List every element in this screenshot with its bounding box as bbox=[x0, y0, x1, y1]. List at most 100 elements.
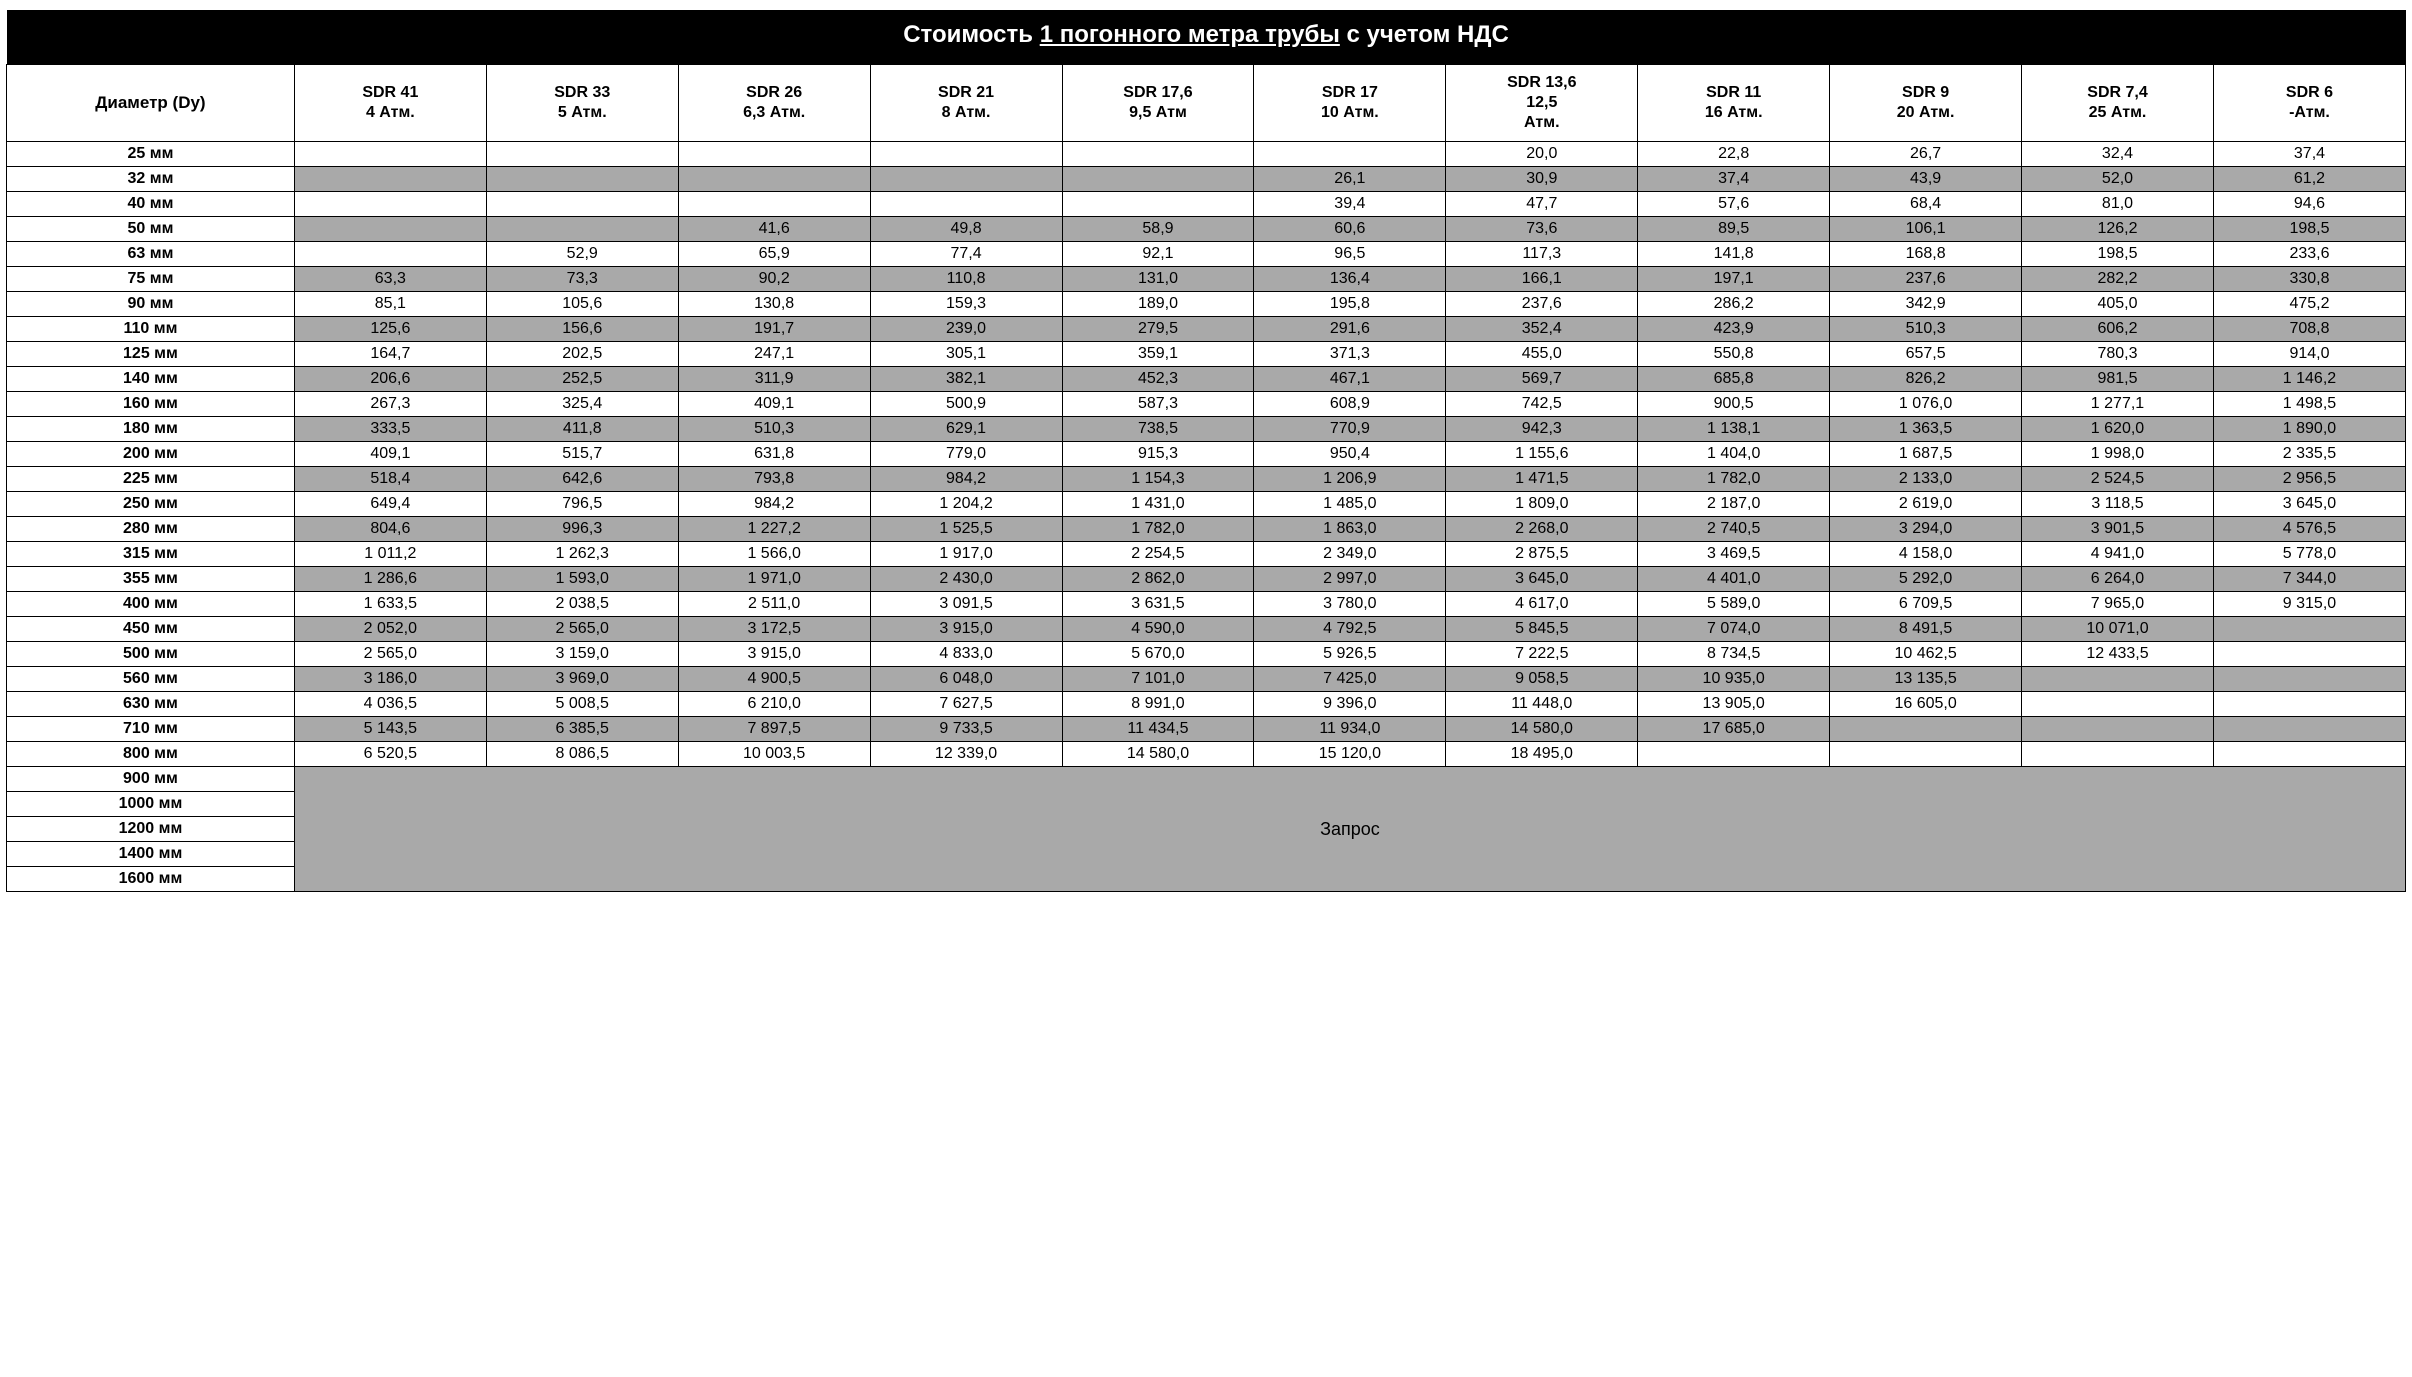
price-cell: 131,0 bbox=[1062, 267, 1254, 292]
row-diameter: 40 мм bbox=[7, 192, 295, 217]
price-cell: 267,3 bbox=[294, 392, 486, 417]
price-cell: 467,1 bbox=[1254, 367, 1446, 392]
price-cell: 11 934,0 bbox=[1254, 717, 1446, 742]
row-diameter: 50 мм bbox=[7, 217, 295, 242]
price-cell: 2 565,0 bbox=[486, 617, 678, 642]
price-cell: 311,9 bbox=[678, 367, 870, 392]
price-cell: 4 576,5 bbox=[2213, 517, 2405, 542]
price-cell: 10 935,0 bbox=[1638, 667, 1830, 692]
row-diameter: 1000 мм bbox=[7, 792, 295, 817]
table-body: 25 мм20,022,826,732,437,432 мм26,130,937… bbox=[7, 142, 2406, 892]
price-cell: 52,9 bbox=[486, 242, 678, 267]
table-row: 90 мм85,1105,6130,8159,3189,0195,8237,62… bbox=[7, 292, 2406, 317]
price-cell: 1 286,6 bbox=[294, 567, 486, 592]
price-cell: 41,6 bbox=[678, 217, 870, 242]
row-diameter: 63 мм bbox=[7, 242, 295, 267]
price-cell: 325,4 bbox=[486, 392, 678, 417]
price-cell: 1 620,0 bbox=[2022, 417, 2214, 442]
row-diameter: 225 мм bbox=[7, 467, 295, 492]
price-cell: 649,4 bbox=[294, 492, 486, 517]
price-cell bbox=[2022, 692, 2214, 717]
price-cell: 1 525,5 bbox=[870, 517, 1062, 542]
price-cell: 409,1 bbox=[678, 392, 870, 417]
price-cell: 2 511,0 bbox=[678, 592, 870, 617]
price-cell: 2 875,5 bbox=[1446, 542, 1638, 567]
title-underline: 1 погонного метра трубы bbox=[1040, 21, 1340, 48]
table-row: 180 мм333,5411,8510,3629,1738,5770,9942,… bbox=[7, 417, 2406, 442]
row-diameter: 1600 мм bbox=[7, 867, 295, 892]
header-col: SDR 414 Атм. bbox=[294, 65, 486, 142]
header-col: SDR 218 Атм. bbox=[870, 65, 1062, 142]
price-cell: 5 845,5 bbox=[1446, 617, 1638, 642]
price-cell: 16 605,0 bbox=[1830, 692, 2022, 717]
table-row: 280 мм804,6996,31 227,21 525,51 782,01 8… bbox=[7, 517, 2406, 542]
price-cell: 4 617,0 bbox=[1446, 592, 1638, 617]
price-cell: 3 118,5 bbox=[2022, 492, 2214, 517]
price-cell: 3 969,0 bbox=[486, 667, 678, 692]
price-cell: 2 997,0 bbox=[1254, 567, 1446, 592]
price-cell bbox=[2213, 667, 2405, 692]
price-cell bbox=[2213, 642, 2405, 667]
price-cell: 1 485,0 bbox=[1254, 492, 1446, 517]
price-cell: 77,4 bbox=[870, 242, 1062, 267]
price-cell: 39,4 bbox=[1254, 192, 1446, 217]
price-cell: 1 782,0 bbox=[1062, 517, 1254, 542]
price-cell: 96,5 bbox=[1254, 242, 1446, 267]
price-cell: 117,3 bbox=[1446, 242, 1638, 267]
price-cell: 1 138,1 bbox=[1638, 417, 1830, 442]
price-cell: 3 294,0 bbox=[1830, 517, 2022, 542]
row-diameter: 800 мм bbox=[7, 742, 295, 767]
price-cell: 510,3 bbox=[1830, 317, 2022, 342]
price-cell: 5 143,5 bbox=[294, 717, 486, 742]
price-cell: 61,2 bbox=[2213, 167, 2405, 192]
price-cell: 9 733,5 bbox=[870, 717, 1062, 742]
price-cell: 4 792,5 bbox=[1254, 617, 1446, 642]
price-cell: 73,3 bbox=[486, 267, 678, 292]
price-cell: 984,2 bbox=[678, 492, 870, 517]
price-cell: 237,6 bbox=[1446, 292, 1638, 317]
row-diameter: 1400 мм bbox=[7, 842, 295, 867]
price-cell bbox=[294, 242, 486, 267]
price-cell: 195,8 bbox=[1254, 292, 1446, 317]
price-cell: 1 498,5 bbox=[2213, 392, 2405, 417]
price-cell bbox=[1254, 142, 1446, 167]
row-diameter: 140 мм bbox=[7, 367, 295, 392]
price-cell: 550,8 bbox=[1638, 342, 1830, 367]
price-cell: 5 670,0 bbox=[1062, 642, 1254, 667]
price-cell: 3 915,0 bbox=[678, 642, 870, 667]
price-cell: 2 862,0 bbox=[1062, 567, 1254, 592]
table-row: 75 мм63,373,390,2110,8131,0136,4166,1197… bbox=[7, 267, 2406, 292]
price-cell: 198,5 bbox=[2022, 242, 2214, 267]
price-cell bbox=[1062, 142, 1254, 167]
row-diameter: 160 мм bbox=[7, 392, 295, 417]
price-cell: 804,6 bbox=[294, 517, 486, 542]
table-row: 140 мм206,6252,5311,9382,1452,3467,1569,… bbox=[7, 367, 2406, 392]
price-cell: 26,1 bbox=[1254, 167, 1446, 192]
row-diameter: 355 мм bbox=[7, 567, 295, 592]
price-cell: 382,1 bbox=[870, 367, 1062, 392]
price-cell bbox=[678, 142, 870, 167]
price-cell bbox=[1830, 742, 2022, 767]
price-cell: 12 433,5 bbox=[2022, 642, 2214, 667]
price-cell: 1 593,0 bbox=[486, 567, 678, 592]
price-cell: 22,8 bbox=[1638, 142, 1830, 167]
price-cell: 3 172,5 bbox=[678, 617, 870, 642]
price-cell: 237,6 bbox=[1830, 267, 2022, 292]
price-cell: 475,2 bbox=[2213, 292, 2405, 317]
price-cell: 3 469,5 bbox=[1638, 542, 1830, 567]
price-cell: 3 645,0 bbox=[1446, 567, 1638, 592]
price-cell: 352,4 bbox=[1446, 317, 1638, 342]
price-cell: 4 401,0 bbox=[1638, 567, 1830, 592]
price-cell: 3 631,5 bbox=[1062, 592, 1254, 617]
price-cell: 685,8 bbox=[1638, 367, 1830, 392]
price-cell bbox=[1638, 742, 1830, 767]
price-cell bbox=[2213, 617, 2405, 642]
price-cell: 73,6 bbox=[1446, 217, 1638, 242]
price-cell: 17 685,0 bbox=[1638, 717, 1830, 742]
price-cell: 1 277,1 bbox=[2022, 392, 2214, 417]
price-cell bbox=[486, 142, 678, 167]
price-cell: 2 956,5 bbox=[2213, 467, 2405, 492]
price-cell: 981,5 bbox=[2022, 367, 2214, 392]
row-diameter: 180 мм bbox=[7, 417, 295, 442]
price-cell: 10 462,5 bbox=[1830, 642, 2022, 667]
